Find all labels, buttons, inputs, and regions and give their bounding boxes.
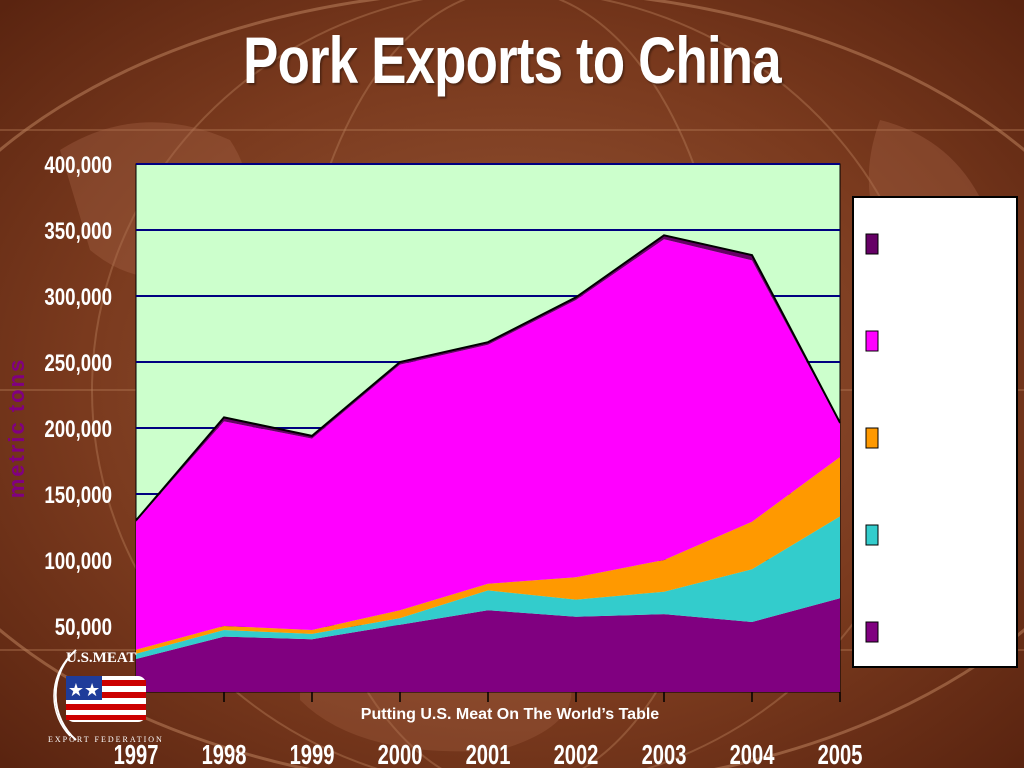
series-areas bbox=[135, 234, 841, 692]
area-united-states bbox=[136, 516, 840, 659]
legend-box bbox=[852, 196, 1018, 668]
y-tick-label: 200,000 bbox=[44, 416, 112, 443]
legend-swatch bbox=[865, 427, 879, 449]
y-axis-label: metric tons bbox=[4, 358, 29, 499]
y-tick-label: 150,000 bbox=[44, 482, 112, 509]
y-tick-label: 350,000 bbox=[44, 218, 112, 245]
logo-top-text: U.S.MEAT bbox=[66, 650, 137, 666]
y-tick-labels: 50,000 100,000 150,000 200,000 250,000 300,00… bbox=[44, 152, 112, 641]
y-tick-label: 300,000 bbox=[44, 284, 112, 311]
legend-label: Others bbox=[883, 230, 946, 261]
x-tick-label: 1998 bbox=[202, 740, 247, 768]
x-tick-label: 2005 bbox=[818, 740, 863, 768]
legend-label: EU-25 bbox=[883, 618, 939, 649]
legend-swatch bbox=[865, 621, 879, 643]
area-hong-kong bbox=[136, 239, 840, 650]
legend-label: Hong Kong bbox=[883, 327, 989, 358]
tagline: Putting U.S. Meat On The World’s Table bbox=[360, 706, 660, 723]
x-tick-label: 1997 bbox=[114, 740, 159, 768]
legend-swatch bbox=[865, 330, 879, 352]
area-canada bbox=[136, 457, 840, 654]
x-tick-label: 1999 bbox=[290, 740, 335, 768]
page-title: Pork Exports to China bbox=[243, 23, 781, 97]
legend-swatch bbox=[865, 524, 879, 546]
x-tick-label: 2002 bbox=[554, 740, 599, 768]
y-tick-label: 400,000 bbox=[44, 152, 112, 179]
svg-text:★★: ★★ bbox=[68, 680, 100, 701]
y-tick-label: 250,000 bbox=[44, 350, 112, 377]
y-tick-label: 50,000 bbox=[55, 614, 112, 641]
legend-swatch bbox=[865, 233, 879, 255]
y-tick-label: 100,000 bbox=[44, 548, 112, 575]
x-tick-label: 2003 bbox=[642, 740, 687, 768]
x-tick-marks bbox=[135, 692, 841, 702]
legend-label: Canada bbox=[883, 424, 954, 455]
area-eu-25 bbox=[136, 598, 840, 692]
x-tick-label: 2001 bbox=[466, 740, 511, 768]
logo-bottom-text: EXPORT FEDERATION bbox=[48, 735, 164, 744]
legend: Others Hong Kong Canada United States EU-25 bbox=[865, 230, 1008, 649]
x-tick-label: 2000 bbox=[378, 740, 423, 768]
usmef-logo: ★★ U.S.MEAT EXPORT FEDERATION bbox=[48, 649, 164, 744]
legend-label: United States bbox=[883, 521, 1008, 552]
x-tick-labels: 1997 1998 1999 2000 2001 2002 2003 2004 2005 bbox=[114, 740, 863, 768]
stack-top-outline bbox=[135, 234, 841, 522]
x-tick-label: 2004 bbox=[730, 740, 775, 768]
